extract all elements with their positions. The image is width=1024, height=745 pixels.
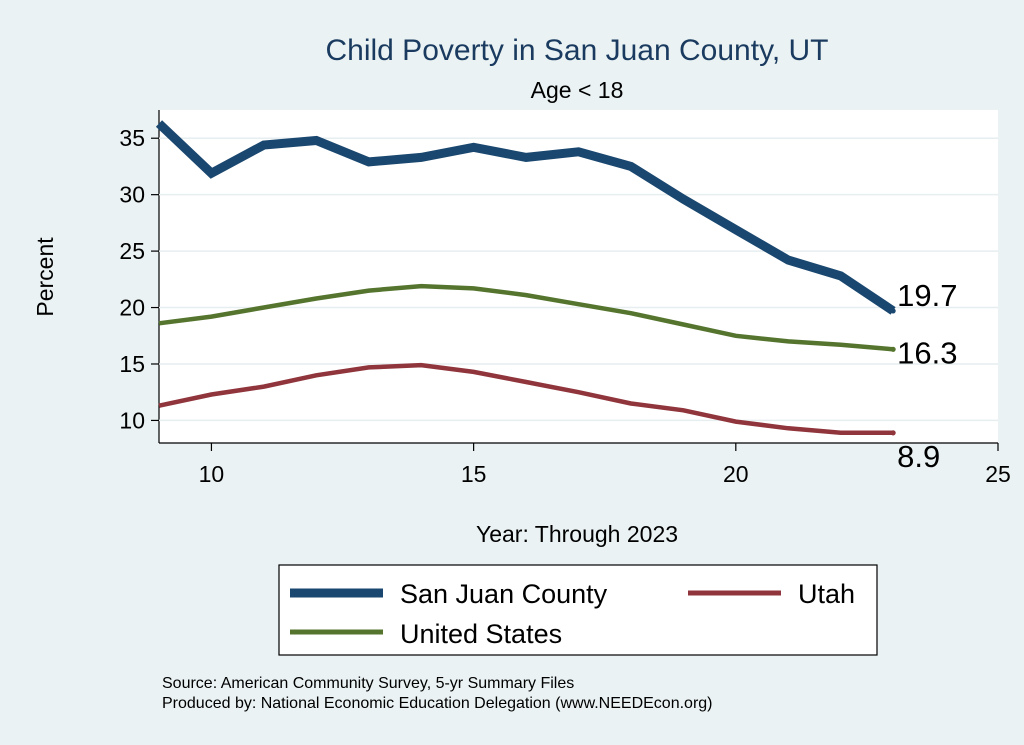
series-line-san-juan-county <box>155 120 896 315</box>
x-tick-label-10: 10 <box>199 461 225 487</box>
series-line-united-states <box>158 283 894 352</box>
legend-label-utah: Utah <box>798 579 855 609</box>
end-point-utah <box>890 430 896 436</box>
chart-subtitle: Age < 18 <box>531 77 624 103</box>
end-point-san-juan-county <box>890 308 896 314</box>
plot-area <box>159 110 998 443</box>
y-tick-label-25: 25 <box>119 238 145 264</box>
legend: San Juan County Utah United States <box>278 564 878 656</box>
legend-label-san-juan-county: San Juan County <box>400 579 608 609</box>
legend-box <box>278 564 878 656</box>
end-label-utah: 8.9 <box>897 439 940 474</box>
source-note: Source: American Community Survey, 5-yr … <box>162 675 574 692</box>
x-tick-label-25: 25 <box>985 461 1011 487</box>
y-axis-title: Percent <box>32 237 58 317</box>
x-axis-title: Year: Through 2023 <box>476 521 678 547</box>
y-tick-label-10: 10 <box>119 407 145 433</box>
end-point-united-states <box>890 346 896 352</box>
y-tick-label-30: 30 <box>119 182 145 208</box>
series-line-utah <box>158 362 894 436</box>
end-label-united-states: 16.3 <box>897 335 957 370</box>
chart-title: Child Poverty in San Juan County, UT <box>325 34 828 67</box>
end-label-san-juan-county: 19.7 <box>897 278 957 313</box>
y-tick-label-35: 35 <box>119 125 145 151</box>
y-tick-label-15: 15 <box>119 351 145 377</box>
x-tick-label-15: 15 <box>461 461 487 487</box>
producer-note: Produced by: National Economic Education… <box>162 695 713 712</box>
legend-label-united-states: United States <box>400 619 562 649</box>
y-tick-label-20: 20 <box>119 295 145 321</box>
x-tick-label-20: 20 <box>723 461 749 487</box>
